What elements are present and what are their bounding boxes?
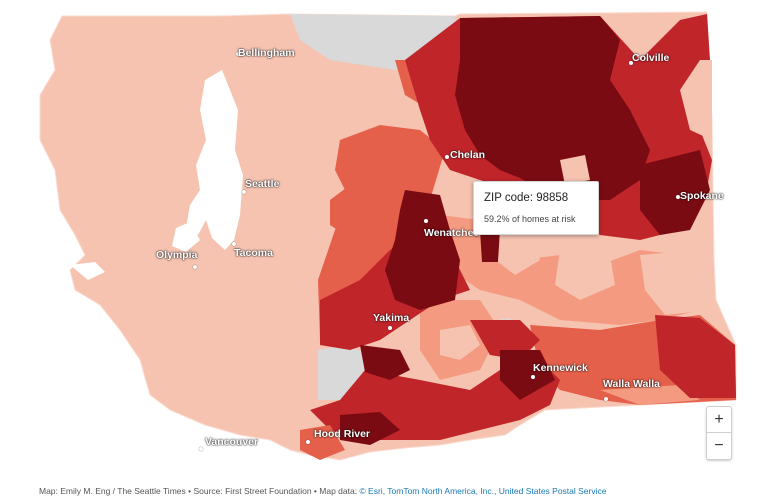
credit-text: Map: Emily M. Eng / The Seattle Times • … — [39, 486, 360, 496]
city-dot — [193, 265, 197, 269]
city-dot — [445, 155, 449, 159]
risk-highest — [455, 16, 650, 200]
tooltip-zip: ZIP code: 98858 — [484, 192, 569, 204]
zoom-in-button[interactable]: + — [714, 410, 724, 428]
city-label-wenatchee: Wenatchee — [424, 227, 480, 239]
tooltip-risk: 59.2% of homes at risk — [484, 214, 576, 224]
usps-link[interactable]: United States Postal Service — [498, 486, 607, 496]
puget-sound — [186, 70, 243, 250]
zoom-out-button[interactable]: − — [714, 436, 724, 454]
city-dot — [388, 326, 392, 330]
city-dot — [604, 397, 608, 401]
city-dot — [199, 447, 203, 451]
zoom-control: + − — [706, 406, 732, 460]
city-dot — [236, 52, 240, 56]
city-label-olympia: Olympia — [156, 249, 198, 261]
city-label-yakima: Yakima — [373, 312, 410, 324]
city-label-tacoma: Tacoma — [234, 247, 273, 259]
esri-link[interactable]: © Esri, TomTom North America, Inc. — [359, 486, 495, 496]
city-label-kennewick: Kennewick — [533, 362, 588, 374]
credit-separator: , — [494, 486, 499, 496]
city-dot — [232, 242, 236, 246]
city-dot — [676, 195, 680, 199]
city-label-bellingham: Bellingham — [238, 47, 295, 59]
city-label-hood-river: Hood River — [314, 428, 371, 440]
city-dot — [242, 190, 246, 194]
city-label-vancouver: Vancouver — [205, 436, 259, 448]
city-dot — [629, 61, 633, 65]
zip-tooltip: ZIP code: 98858 59.2% of homes at risk — [473, 181, 599, 235]
city-label-colville: Colville — [632, 52, 670, 64]
city-dot — [306, 440, 310, 444]
city-label-chelan: Chelan — [450, 149, 486, 161]
city-label-seattle: Seattle — [245, 178, 280, 190]
city-dot — [424, 219, 428, 223]
city-dot — [531, 375, 535, 379]
map-credit: Map: Emily M. Eng / The Seattle Times • … — [39, 486, 607, 496]
zoom-divider — [707, 432, 731, 433]
city-label-spokane: Spokane — [680, 190, 724, 202]
city-label-walla-walla: Walla Walla — [603, 378, 660, 390]
